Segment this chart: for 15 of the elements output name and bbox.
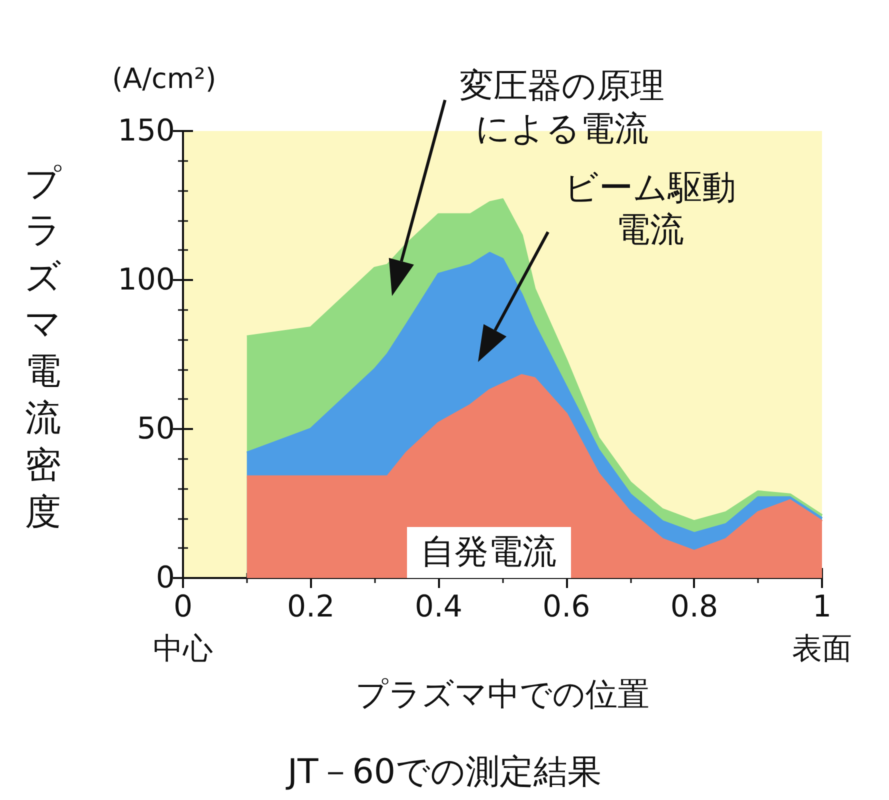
series-label: 自発電流 xyxy=(406,527,571,578)
y-axis-title: プラズマ電流密度 xyxy=(24,162,62,535)
text: (A/cm²) xyxy=(112,62,216,95)
x-tick-label: 1 表面 xyxy=(792,590,852,666)
series-label: 変圧器の原理による電流 xyxy=(458,65,666,150)
x-tick-label: 0.4 xyxy=(414,590,462,624)
y-tick-label: 100 xyxy=(118,262,175,298)
y-tick-label: 50 xyxy=(136,412,175,446)
x-axis-title: プラズマ中での位置 xyxy=(356,676,650,712)
x-tick-label: 0.6 xyxy=(542,590,590,624)
y-tick-label: 150 xyxy=(118,114,175,148)
x-tick-label: 0.8 xyxy=(670,590,718,624)
text: JT－60での測定結果 xyxy=(285,752,602,792)
x-tick-label: 0.2 xyxy=(286,590,335,624)
series-label: ビーム駆動電流 xyxy=(563,166,738,252)
